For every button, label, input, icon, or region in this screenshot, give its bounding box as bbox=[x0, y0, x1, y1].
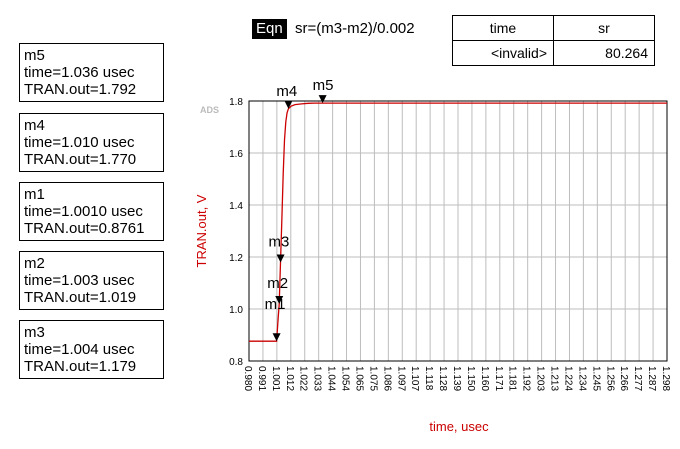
y-tick-label: 1.4 bbox=[229, 201, 243, 212]
marker-label-m4: m4 bbox=[276, 83, 297, 100]
marker-readout-time: time=1.004 usec bbox=[24, 341, 135, 358]
x-axis-label: time, usec bbox=[429, 419, 489, 434]
table-cell-sr: 80.264 bbox=[553, 40, 655, 66]
table-row: <invalid> 80.264 bbox=[452, 40, 655, 66]
x-tick-label: 1.001 bbox=[270, 366, 281, 391]
table-header-sr: sr bbox=[553, 15, 655, 41]
marker-readout-time: time=1.003 usec bbox=[24, 272, 135, 289]
x-tick-label: 1.075 bbox=[367, 366, 378, 391]
x-tick-label: 1.054 bbox=[340, 366, 351, 391]
x-axis-ticks: 0.980 0.991 1.001 1.012 1.022 1.033 1.044 1.054… bbox=[242, 366, 671, 391]
marker-triangle-m3[interactable] bbox=[276, 254, 285, 263]
marker-triangle-m5[interactable] bbox=[318, 95, 327, 104]
equation-tag[interactable]: Eqn bbox=[252, 19, 287, 39]
marker-readout-time: time=1.036 usec bbox=[24, 64, 135, 81]
marker-readout-value: TRAN.out=1.179 bbox=[24, 358, 137, 375]
marker-triangle-m1[interactable] bbox=[272, 333, 281, 342]
marker-readout-value: TRAN.out=1.792 bbox=[24, 81, 137, 98]
y-tick-label: 1.6 bbox=[229, 149, 243, 160]
x-tick-label: 1.012 bbox=[284, 366, 295, 391]
marker-readout-time: time=1.0010 usec bbox=[24, 203, 143, 220]
table-header-row: time sr bbox=[452, 15, 655, 41]
marker-label-m2: m2 bbox=[267, 275, 288, 292]
plot-frame bbox=[248, 100, 668, 362]
marker-symbols: m1 m2 m3 m4 m5 bbox=[265, 77, 334, 342]
x-tick-label: 0.991 bbox=[256, 366, 267, 391]
table-header-time: time bbox=[452, 15, 554, 41]
y-axis-ticks: 0.8 1.0 1.2 1.4 1.6 1.8 bbox=[229, 97, 243, 368]
x-tick-label: 1.150 bbox=[465, 366, 476, 391]
x-tick-label: 1.245 bbox=[590, 366, 601, 391]
equation-expression[interactable]: sr=(m3-m2)/0.002 bbox=[295, 20, 415, 37]
marker-readout-name: m5 bbox=[24, 47, 45, 64]
marker-readout-value: TRAN.out=0.8761 bbox=[24, 220, 145, 237]
x-tick-label: 1.277 bbox=[632, 366, 643, 391]
x-tick-label: 1.224 bbox=[562, 366, 573, 391]
marker-readout-name: m3 bbox=[24, 324, 45, 341]
marker-triangle-m4[interactable] bbox=[284, 100, 293, 109]
marker-readout-m5[interactable]: m5 time=1.036 usec TRAN.out=1.792 bbox=[19, 43, 164, 102]
ads-watermark: ADS bbox=[200, 105, 219, 115]
x-tick-label: 1.298 bbox=[660, 366, 671, 391]
x-tick-label: 1.107 bbox=[409, 366, 420, 391]
x-tick-label: 1.256 bbox=[604, 366, 615, 391]
x-tick-label: 1.192 bbox=[521, 366, 532, 391]
marker-label-m1: m1 bbox=[265, 296, 286, 313]
x-tick-label: 1.044 bbox=[326, 366, 337, 391]
marker-label-m3: m3 bbox=[269, 233, 290, 250]
y-tick-label: 1.0 bbox=[229, 305, 243, 316]
marker-readout-m1[interactable]: m1 time=1.0010 usec TRAN.out=0.8761 bbox=[19, 182, 164, 241]
x-tick-label: 1.033 bbox=[312, 366, 323, 391]
x-tick-label: 1.128 bbox=[437, 366, 448, 391]
marker-readout-name: m4 bbox=[24, 117, 45, 134]
x-tick-label: 1.234 bbox=[576, 366, 587, 391]
y-tick-label: 1.8 bbox=[229, 97, 243, 108]
x-tick-label: 1.139 bbox=[451, 366, 462, 391]
marker-readout-time: time=1.010 usec bbox=[24, 134, 135, 151]
x-tick-label: 1.065 bbox=[353, 366, 364, 391]
y-axis-label: TRAN.out, V bbox=[194, 194, 209, 267]
table-cell-time: <invalid> bbox=[452, 40, 554, 66]
x-tick-label: 1.097 bbox=[395, 366, 406, 391]
marker-readout-m3[interactable]: m3 time=1.004 usec TRAN.out=1.179 bbox=[19, 320, 164, 379]
y-tick-label: 0.8 bbox=[229, 357, 243, 368]
x-tick-label: 1.287 bbox=[646, 366, 657, 391]
x-tick-label: 1.086 bbox=[381, 366, 392, 391]
plot-grid bbox=[248, 100, 668, 362]
x-tick-label: 1.181 bbox=[507, 366, 518, 391]
x-tick-label: 1.118 bbox=[423, 366, 434, 391]
x-tick-label: 1.160 bbox=[479, 366, 490, 391]
marker-readout-m4[interactable]: m4 time=1.010 usec TRAN.out=1.770 bbox=[19, 113, 164, 172]
x-tick-label: 1.022 bbox=[298, 366, 309, 391]
x-tick-label: 1.213 bbox=[549, 366, 560, 391]
marker-triangle-m2[interactable] bbox=[275, 296, 284, 305]
y-tick-label: 1.2 bbox=[229, 253, 243, 264]
marker-readout-value: TRAN.out=1.019 bbox=[24, 289, 137, 306]
marker-readout-name: m1 bbox=[24, 186, 45, 203]
x-tick-label: 1.171 bbox=[493, 366, 504, 391]
marker-label-m5: m5 bbox=[313, 77, 334, 94]
series-line-tran-out[interactable] bbox=[249, 102, 667, 342]
x-tick-label: 1.266 bbox=[618, 366, 629, 391]
equation-result-table: time sr <invalid> 80.264 bbox=[452, 15, 655, 66]
x-tick-label: 1.203 bbox=[535, 366, 546, 391]
marker-readout-m2[interactable]: m2 time=1.003 usec TRAN.out=1.019 bbox=[19, 251, 164, 310]
x-tick-label: 0.980 bbox=[242, 366, 253, 391]
marker-readout-name: m2 bbox=[24, 255, 45, 272]
marker-readout-value: TRAN.out=1.770 bbox=[24, 151, 137, 168]
